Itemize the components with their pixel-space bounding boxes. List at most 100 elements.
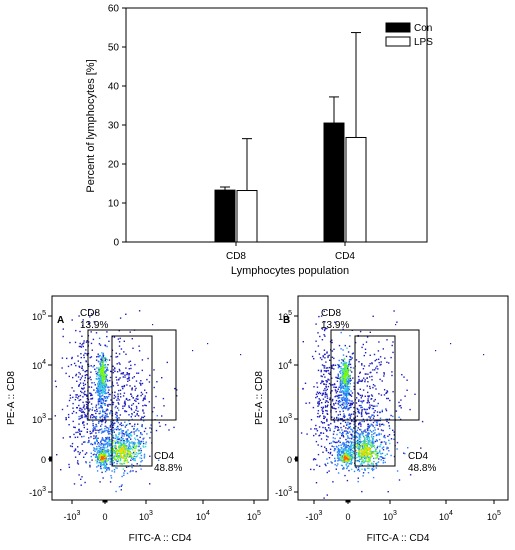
event-dot [373,415,375,417]
event-dot [102,363,104,366]
event-dot [375,439,378,441]
event-dot [103,364,105,366]
event-dot [380,453,382,455]
event-dot [358,441,361,443]
event-dot [349,441,352,443]
event-dot [369,385,371,388]
event-dot [61,357,64,359]
event-dot [105,375,107,377]
event-dot [368,416,370,418]
event-dot [345,394,347,397]
gate-cd8[interactable] [87,329,177,421]
event-dot [97,381,100,384]
event-dot [125,449,128,451]
event-dot [342,448,345,450]
event-dot [113,469,116,471]
event-dot [350,448,352,450]
event-dot [372,452,374,454]
bar-ylabel: Percent of lymphocytes [%] [85,59,97,192]
event-dot [320,315,323,317]
event-dot [92,338,95,341]
event-dot [116,414,118,417]
event-dot [379,411,381,413]
event-dot [371,451,373,453]
event-dot [72,396,74,399]
event-dot [113,456,116,458]
event-dot [81,417,83,419]
x-tick-label: 0 [345,512,350,522]
event-dot [367,452,369,454]
event-dot [393,438,395,440]
event-dot [343,442,345,444]
event-dot [99,393,101,395]
event-dot [340,433,343,435]
event-dot [121,439,124,441]
event-dot [353,470,356,473]
event-dot [364,352,367,354]
event-dot [112,403,114,406]
event-dot [338,403,340,406]
event-dot [105,425,107,428]
gate-cd4[interactable] [111,335,153,467]
event-dot [359,371,361,373]
event-dot [78,453,81,455]
event-dot [386,448,388,450]
bar-con-cd8 [214,189,236,243]
event-dot [137,449,140,451]
event-dot [135,456,137,458]
event-dot [314,350,317,353]
event-dot [386,390,388,392]
event-dot [99,452,102,454]
event-dot [81,436,83,438]
gate-cd4[interactable] [354,335,396,467]
event-dot [138,443,140,445]
event-dot [331,367,333,369]
event-dot [353,452,355,455]
event-dot [117,442,119,445]
event-dot [134,450,136,452]
event-dot [346,453,348,456]
x-tick-label: 103 [139,510,153,522]
event-dot [117,395,119,398]
event-dot [357,439,359,442]
event-dot [122,430,124,432]
event-dot [96,448,98,450]
event-dot [149,437,151,439]
event-dot [369,439,371,442]
event-dot [118,368,121,371]
event-dot [97,402,100,405]
event-dot [348,388,350,390]
event-dot [305,402,307,404]
event-dot [328,366,331,369]
event-dot [345,384,348,386]
event-dot [79,330,81,333]
event-dot [102,446,104,448]
event-dot [102,398,105,400]
event-dot [345,374,348,377]
event-dot [345,457,347,460]
event-dot [352,367,355,369]
event-dot [94,448,96,450]
event-dot [348,404,351,407]
event-dot [119,459,122,461]
event-dot [351,441,353,443]
event-dot [104,404,106,406]
event-dot [339,401,342,403]
gate-cd8[interactable] [330,329,420,421]
event-dot [370,454,372,456]
event-dot [98,337,101,339]
event-dot [127,448,129,450]
event-dot [377,461,380,463]
event-dot [122,457,124,459]
event-dot [126,378,129,380]
event-dot [361,402,363,404]
event-dot [89,432,92,435]
event-dot [366,412,368,415]
event-dot [109,463,112,466]
event-dot [100,384,102,386]
event-dot [356,397,358,399]
event-dot [361,406,363,409]
event-dot [368,464,371,466]
y-tick-label: 103 [32,413,46,425]
event-dot [369,456,372,458]
